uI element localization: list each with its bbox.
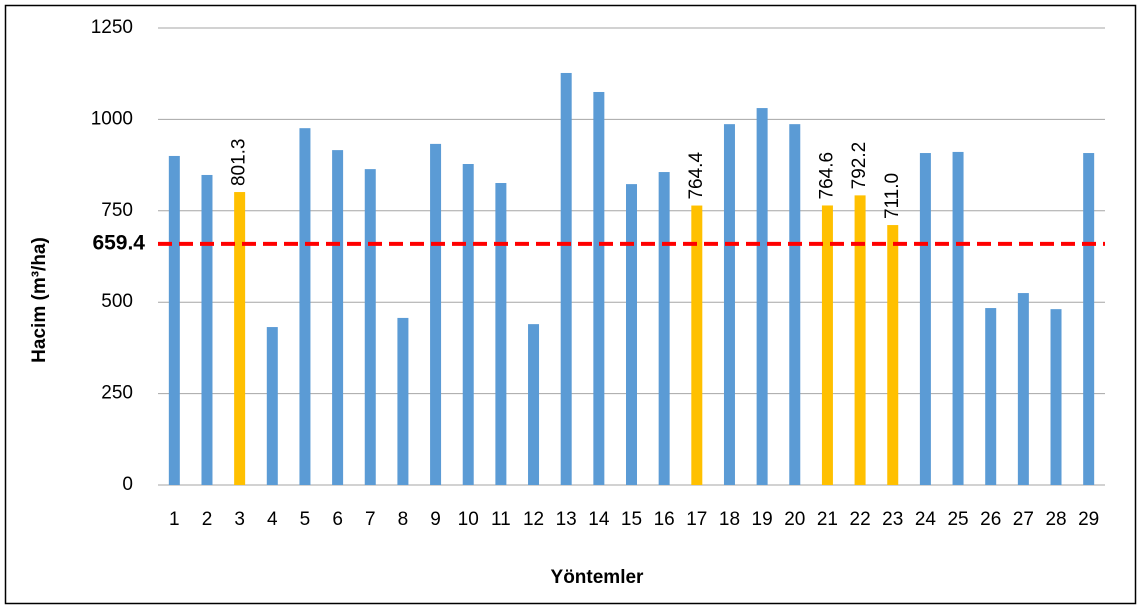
x-tick-label: 23: [882, 509, 903, 530]
bar: [691, 205, 703, 486]
y-tick-label: 750: [101, 200, 133, 221]
x-tick-label: 5: [300, 509, 311, 530]
x-tick-label: 27: [1013, 509, 1034, 530]
bar: [299, 128, 311, 486]
bar: [234, 192, 246, 485]
x-axis-title: Yöntemler: [551, 567, 645, 588]
bar: [1050, 309, 1062, 485]
y-tick-label: 1000: [91, 108, 133, 129]
x-tick-label: 18: [719, 509, 740, 530]
bar: [952, 151, 964, 485]
bar: [397, 317, 409, 485]
x-tick-label: 14: [588, 509, 610, 530]
value-label: 801.3: [229, 138, 250, 186]
x-tick-label: 17: [686, 509, 707, 530]
bar: [593, 91, 605, 485]
x-tick-label: 28: [1045, 509, 1066, 530]
bar: [854, 195, 866, 485]
bar: [1083, 153, 1095, 485]
reference-label: 659.4: [92, 231, 145, 254]
x-tick-label: 24: [915, 509, 937, 530]
bar: [201, 174, 213, 486]
x-tick-label: 13: [556, 509, 577, 530]
x-tick-label: 26: [980, 509, 1001, 530]
bar: [658, 172, 670, 486]
value-label: 792.2: [849, 142, 870, 190]
bar: [756, 108, 768, 485]
x-tick-label: 7: [365, 509, 376, 530]
y-tick-label: 250: [101, 383, 133, 404]
bar: [528, 324, 540, 485]
x-tick-label: 20: [784, 509, 805, 530]
x-tick-label: 8: [398, 509, 409, 530]
bar: [626, 184, 637, 485]
bar: [821, 205, 833, 486]
x-tick-label: 25: [947, 509, 968, 530]
value-label: 764.4: [686, 152, 707, 200]
bar: [887, 225, 899, 485]
bar: [462, 164, 474, 485]
x-tick-label: 9: [430, 509, 441, 530]
bar: [266, 327, 278, 485]
x-tick-label: 11: [491, 509, 511, 530]
x-tick-label: 4: [267, 509, 278, 530]
bar: [364, 169, 376, 486]
x-tick-label: 15: [621, 509, 642, 530]
bar: [430, 143, 442, 485]
x-tick-label: 2: [202, 509, 213, 530]
y-tick-label: 1250: [91, 17, 133, 38]
bar: [789, 124, 801, 485]
x-tick-label: 3: [234, 509, 245, 530]
x-tick-label: 6: [332, 509, 343, 530]
bar: [985, 308, 997, 485]
bar: [332, 150, 344, 485]
bar: [723, 124, 735, 485]
bar: [168, 155, 180, 485]
bar: [495, 183, 507, 485]
y-tick-label: 0: [122, 474, 133, 495]
x-tick-label: 12: [523, 509, 544, 530]
bar: [1017, 293, 1029, 485]
x-tick-label: 22: [850, 509, 871, 530]
x-tick-label: 29: [1078, 509, 1099, 530]
x-tick-label: 16: [654, 509, 675, 530]
y-tick-label: 500: [101, 291, 133, 312]
y-axis-title: Hacim (m³/ha): [29, 237, 50, 363]
x-tick-label: 19: [752, 509, 773, 530]
value-label: 711.0: [882, 173, 903, 219]
x-tick-label: 10: [458, 509, 479, 530]
bar: [560, 72, 572, 485]
value-label: 764.6: [816, 152, 837, 200]
bar: [919, 153, 931, 485]
x-tick-label: 21: [817, 509, 838, 530]
x-tick-label: 1: [169, 509, 180, 530]
